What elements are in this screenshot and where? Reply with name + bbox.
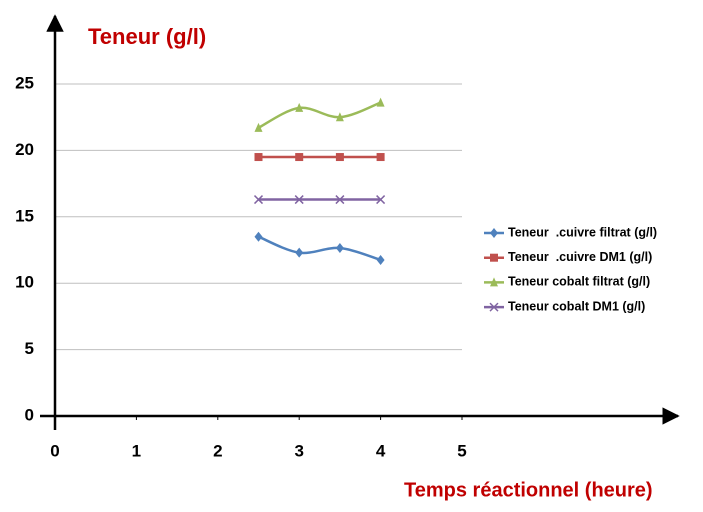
y-tick-label: 0 xyxy=(25,405,34,424)
x-tick-label: 1 xyxy=(132,441,141,460)
legend-item: Teneur .cuivre DM1 (g/l) xyxy=(484,250,652,264)
y-tick-label: 25 xyxy=(15,73,34,92)
legend-marker xyxy=(489,302,499,312)
marker xyxy=(295,102,304,112)
marker xyxy=(335,153,344,162)
y-tick-label: 20 xyxy=(15,140,34,159)
legend-marker xyxy=(490,253,498,262)
line xyxy=(257,101,382,129)
marker xyxy=(295,247,304,258)
marker xyxy=(295,153,304,162)
legend-marker xyxy=(490,277,498,287)
marker xyxy=(253,195,264,205)
x-axis-title: Temps réactionnel (heure) xyxy=(404,479,653,501)
y-tick-label: 15 xyxy=(15,206,34,225)
x-tick-label: 0 xyxy=(50,441,59,460)
x-tick-label: 3 xyxy=(294,441,303,460)
marker xyxy=(376,195,386,205)
marker xyxy=(335,243,344,254)
legend-item: Teneur .cuivre filtrat (g/l) xyxy=(484,225,657,239)
marker xyxy=(376,153,385,162)
legend-label: Teneur cobalt filtrat (g/l) xyxy=(508,275,650,289)
marker xyxy=(376,254,385,265)
marker xyxy=(254,122,263,132)
y-tick-label: 10 xyxy=(15,273,34,292)
y-tick-label: 5 xyxy=(25,339,34,358)
marker xyxy=(376,97,385,107)
marker xyxy=(335,112,344,122)
legend-item: Teneur cobalt filtrat (g/l) xyxy=(484,275,650,289)
marker xyxy=(335,195,345,205)
legend-item: Teneur cobalt DM1 (g/l) xyxy=(484,299,645,313)
chart-title: Teneur (g/l) xyxy=(88,24,206,49)
marker xyxy=(254,153,263,162)
legend-marker xyxy=(490,228,498,238)
marker xyxy=(254,231,263,242)
legend-label: Teneur .cuivre DM1 (g/l) xyxy=(508,250,652,264)
legend-label: Teneur .cuivre filtrat (g/l) xyxy=(508,225,657,239)
marker xyxy=(294,195,304,205)
x-tick-label: 2 xyxy=(213,441,222,460)
legend-label: Teneur cobalt DM1 (g/l) xyxy=(508,299,645,313)
x-tick-label: 4 xyxy=(376,441,386,460)
x-tick-label: 5 xyxy=(457,441,466,460)
line xyxy=(258,235,381,262)
